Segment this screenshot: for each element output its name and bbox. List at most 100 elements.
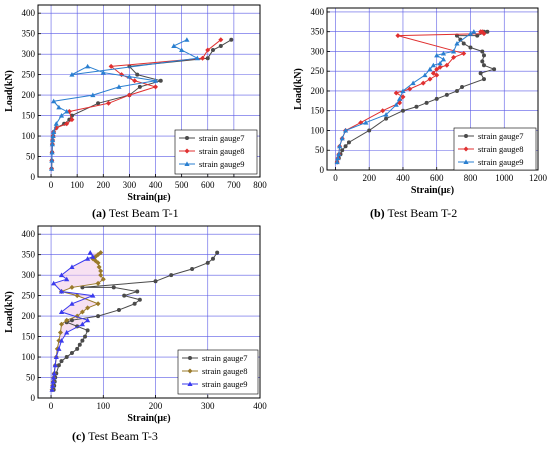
data-point bbox=[395, 33, 401, 39]
data-point bbox=[74, 313, 80, 319]
data-point bbox=[137, 84, 142, 89]
data-point bbox=[95, 301, 101, 307]
y-tick-label: 150 bbox=[22, 111, 36, 121]
data-point bbox=[384, 116, 389, 121]
legend-marker bbox=[188, 356, 192, 360]
data-point bbox=[200, 55, 206, 61]
data-point bbox=[74, 293, 80, 299]
data-point bbox=[380, 108, 386, 114]
x-tick-label: 500 bbox=[175, 180, 189, 190]
x-axis-label: Strain(με) bbox=[411, 185, 454, 196]
y-tick-label: 400 bbox=[22, 8, 36, 18]
x-tick-label: 400 bbox=[253, 401, 267, 411]
x-tick-label: 0 bbox=[49, 180, 54, 190]
y-tick-label: 300 bbox=[22, 49, 36, 59]
data-point bbox=[492, 67, 497, 72]
x-tick-label: 0 bbox=[333, 173, 338, 183]
data-point bbox=[98, 268, 104, 274]
data-point bbox=[336, 151, 342, 157]
data-point bbox=[444, 62, 450, 68]
data-point bbox=[49, 149, 55, 155]
x-tick-label: 600 bbox=[201, 180, 215, 190]
x-tick-label: 1000 bbox=[495, 173, 514, 183]
data-point bbox=[337, 143, 343, 149]
caption-t3-text: Test Beam T-3 bbox=[85, 429, 158, 443]
data-point bbox=[50, 133, 56, 139]
data-point bbox=[424, 100, 429, 105]
data-point bbox=[64, 121, 70, 127]
data-point bbox=[85, 256, 91, 261]
y-tick-label: 0 bbox=[31, 172, 36, 182]
data-point bbox=[83, 334, 88, 339]
y-tick-label: 350 bbox=[311, 27, 325, 37]
y-tick-label: 250 bbox=[22, 70, 36, 80]
data-point bbox=[393, 90, 399, 96]
data-point bbox=[410, 80, 416, 86]
data-point bbox=[79, 309, 85, 315]
data-point bbox=[454, 40, 460, 46]
data-point bbox=[69, 301, 75, 306]
data-point bbox=[468, 45, 473, 50]
data-point bbox=[85, 305, 91, 311]
data-point bbox=[158, 78, 163, 83]
data-point bbox=[363, 119, 369, 125]
series-2 bbox=[334, 29, 487, 165]
legend-marker bbox=[464, 134, 468, 138]
legend-marker bbox=[185, 136, 189, 140]
data-point bbox=[69, 350, 74, 355]
data-point bbox=[132, 78, 138, 84]
x-tick-label: 1200 bbox=[529, 173, 548, 183]
y-tick-label: 100 bbox=[22, 131, 36, 141]
caption-t2: (b) Test Beam T-2 bbox=[370, 206, 457, 221]
data-point bbox=[85, 328, 90, 333]
data-point bbox=[400, 88, 406, 93]
legend-marker bbox=[463, 146, 469, 152]
data-point bbox=[205, 260, 210, 265]
data-point bbox=[190, 267, 195, 271]
data-point bbox=[342, 127, 349, 133]
x-tick-label: 200 bbox=[149, 401, 163, 411]
y-tick-label: 0 bbox=[31, 393, 36, 403]
x-tick-label: 200 bbox=[97, 180, 111, 190]
data-point bbox=[64, 329, 70, 335]
x-tick-label: 800 bbox=[464, 173, 478, 183]
data-point bbox=[205, 47, 211, 53]
y-axis-label: Load(kN) bbox=[4, 291, 15, 333]
data-point bbox=[98, 272, 104, 278]
y-tick-label: 50 bbox=[315, 145, 325, 155]
data-point bbox=[80, 338, 85, 343]
data-point bbox=[444, 92, 449, 97]
chart-t2: 0 200 400 600 800 1000 1200 0 50 100 150 200 250 300 3… bbox=[278, 0, 550, 220]
data-point bbox=[480, 59, 485, 64]
data-point bbox=[383, 112, 389, 117]
chart-t1-svg: 0 100 200 300 400 500 600 700 800 0 50 100 150 200 250… bbox=[4, 4, 267, 203]
x-tick-label: 300 bbox=[201, 401, 215, 411]
x-tick-label: 600 bbox=[430, 173, 444, 183]
data-point bbox=[51, 280, 57, 286]
legend-marker bbox=[184, 148, 190, 154]
legend-marker bbox=[187, 368, 193, 374]
data-point bbox=[135, 72, 140, 77]
x-tick-label: 100 bbox=[70, 180, 84, 190]
data-point bbox=[58, 288, 65, 294]
data-point bbox=[50, 137, 56, 143]
caption-t1-text: Test Beam T-1 bbox=[106, 206, 179, 220]
x-tick-label: 400 bbox=[149, 180, 163, 190]
legend-marker bbox=[184, 161, 190, 166]
x-tick-label: 0 bbox=[49, 401, 54, 411]
y-tick-label: 150 bbox=[311, 106, 325, 116]
plot-frame bbox=[37, 4, 261, 178]
data-point bbox=[471, 29, 477, 34]
y-tick-label: 200 bbox=[22, 311, 36, 321]
series-3 bbox=[334, 29, 477, 165]
x-tick-label: 100 bbox=[97, 401, 111, 411]
data-point bbox=[451, 54, 457, 60]
data-point bbox=[75, 346, 80, 351]
x-axis-label: Strain(με) bbox=[127, 413, 170, 424]
series-3 bbox=[48, 37, 200, 171]
data-point bbox=[339, 135, 345, 141]
data-point bbox=[414, 104, 419, 109]
data-point bbox=[106, 100, 112, 106]
data-point bbox=[126, 74, 133, 79]
chart-t3-svg: 0 100 200 300 400 0 50 100 150 200 250 300 350 400 Str… bbox=[4, 225, 267, 424]
